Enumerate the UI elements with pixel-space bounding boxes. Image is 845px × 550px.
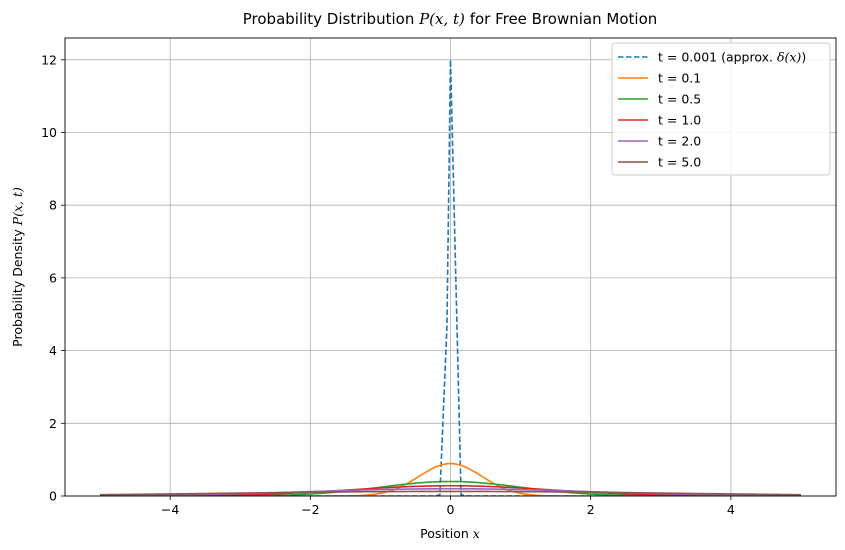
x-tick-label: 4: [727, 502, 735, 517]
legend-entry: t = 0.5: [658, 92, 701, 107]
legend-entry: t = 0.001 (approx. δ(x)): [658, 50, 806, 65]
chart-title: Probability Distribution P(x, t) for Fre…: [243, 10, 658, 28]
series-line-5-0: [100, 490, 801, 496]
y-tick-label: 10: [41, 125, 57, 140]
series-line-1-0: [100, 484, 801, 496]
y-tick-label: 0: [49, 489, 57, 504]
y-tick-label: 4: [49, 343, 57, 358]
legend-entry: t = 1.0: [658, 113, 701, 128]
series-line-0-001-: [100, 59, 801, 496]
y-tick-label: 6: [49, 270, 57, 285]
x-tick-label: −2: [301, 502, 319, 517]
legend: t = 0.001 (approx. δ(x)) t = 0.1 t = 0.5 t …: [611, 42, 831, 176]
tick-marks: [61, 59, 732, 500]
x-tick-label: −4: [161, 502, 179, 517]
y-tick-label: 12: [41, 52, 57, 67]
y-tick-label: 8: [49, 198, 57, 213]
x-tick-label: 2: [587, 502, 595, 517]
legend-entry: t = 0.1: [658, 71, 701, 86]
y-axis-label: Probability Density P(x, t): [10, 187, 25, 347]
x-axis-label: Position x: [420, 526, 480, 541]
series-line-0-1: [100, 462, 801, 496]
x-tick-label: 0: [447, 502, 455, 517]
legend-box: [611, 42, 831, 176]
y-tick-label: 2: [49, 416, 57, 431]
legend-entry: t = 2.0: [658, 134, 701, 149]
series-line-2-0: [100, 487, 801, 496]
legend-entry: t = 5.0: [658, 155, 701, 170]
